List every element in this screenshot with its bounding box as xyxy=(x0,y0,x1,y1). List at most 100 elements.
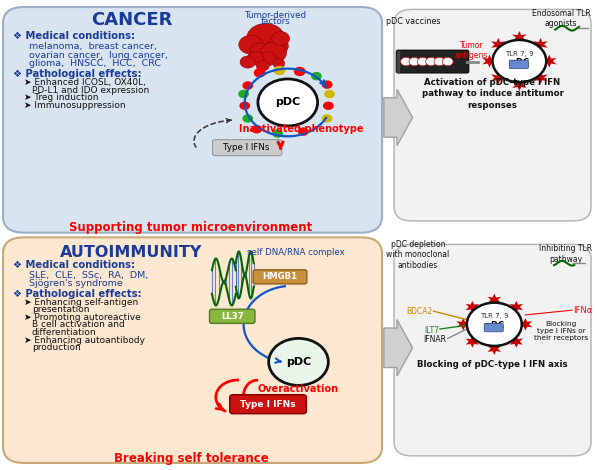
Text: melanoma,  breast cancer,: melanoma, breast cancer, xyxy=(29,42,156,52)
Text: glioma,  HNSCC,  HCC,  CRC: glioma, HNSCC, HCC, CRC xyxy=(29,59,161,69)
Circle shape xyxy=(493,40,546,82)
Circle shape xyxy=(259,52,276,66)
FancyBboxPatch shape xyxy=(509,60,528,69)
Text: pDC vaccines: pDC vaccines xyxy=(386,16,441,26)
Text: ➤ Enhancing self-antigen: ➤ Enhancing self-antigen xyxy=(24,298,138,307)
Circle shape xyxy=(250,43,269,58)
Text: ➤ Enhancing autoantibody: ➤ Enhancing autoantibody xyxy=(24,336,145,345)
Text: ➤ Promoting autoreactive: ➤ Promoting autoreactive xyxy=(24,313,141,322)
FancyBboxPatch shape xyxy=(394,244,591,456)
Text: Endosomal TLR
agonists: Endosomal TLR agonists xyxy=(532,9,590,29)
Circle shape xyxy=(242,81,253,90)
Circle shape xyxy=(269,338,328,385)
Polygon shape xyxy=(491,71,506,84)
Circle shape xyxy=(240,56,256,68)
Text: ❖ Pathological effects:: ❖ Pathological effects: xyxy=(13,69,141,79)
Circle shape xyxy=(467,303,522,346)
FancyBboxPatch shape xyxy=(253,270,307,284)
Text: Supporting tumor microenvironment: Supporting tumor microenvironment xyxy=(69,221,313,234)
Polygon shape xyxy=(519,318,532,330)
Polygon shape xyxy=(466,301,479,313)
Text: ILT7: ILT7 xyxy=(424,326,439,335)
Text: Sjögren's syndrome: Sjögren's syndrome xyxy=(29,279,122,289)
Circle shape xyxy=(256,61,269,71)
Text: Blocking of pDC-type I IFN axis: Blocking of pDC-type I IFN axis xyxy=(417,360,568,369)
Text: Breaking self tolerance: Breaking self tolerance xyxy=(113,452,269,465)
Circle shape xyxy=(267,38,288,55)
Text: Activation of pDC-type I IFN
pathway to induce antitumor
responses: Activation of pDC-type I IFN pathway to … xyxy=(421,78,564,110)
Text: Inhibiting TLR
pathway: Inhibiting TLR pathway xyxy=(540,244,592,264)
FancyBboxPatch shape xyxy=(213,140,282,156)
Polygon shape xyxy=(384,320,413,376)
Text: CANCER: CANCER xyxy=(91,11,172,29)
Circle shape xyxy=(409,57,420,66)
Polygon shape xyxy=(488,294,501,306)
Text: LL37: LL37 xyxy=(221,312,244,321)
Circle shape xyxy=(322,114,333,123)
Circle shape xyxy=(239,35,263,54)
Text: production: production xyxy=(32,343,81,352)
Text: IFNAR: IFNAR xyxy=(423,335,447,344)
Polygon shape xyxy=(542,55,556,68)
Circle shape xyxy=(273,66,285,75)
Polygon shape xyxy=(533,71,547,84)
Text: ovarian cancer,  lung cancer,: ovarian cancer, lung cancer, xyxy=(29,51,168,60)
Text: pDC: pDC xyxy=(485,321,504,330)
Circle shape xyxy=(311,72,322,80)
Polygon shape xyxy=(510,336,523,348)
Text: Overactivation: Overactivation xyxy=(258,384,339,394)
FancyBboxPatch shape xyxy=(3,237,382,463)
FancyBboxPatch shape xyxy=(484,323,503,332)
Polygon shape xyxy=(512,78,527,91)
Text: TLR 7, 9: TLR 7, 9 xyxy=(480,313,509,319)
Text: pDC depletion
with monoclonal
antibodies: pDC depletion with monoclonal antibodies xyxy=(386,240,450,270)
Polygon shape xyxy=(457,318,470,330)
Text: Blocking
type I IFNs or
their receptors: Blocking type I IFNs or their receptors xyxy=(534,321,588,341)
FancyBboxPatch shape xyxy=(394,9,591,221)
Text: Tumor-derived: Tumor-derived xyxy=(245,10,307,20)
Circle shape xyxy=(247,52,264,65)
Circle shape xyxy=(239,102,250,110)
Text: PD-L1 and IDO expression: PD-L1 and IDO expression xyxy=(32,86,149,95)
Text: ➤ Treg induction: ➤ Treg induction xyxy=(24,93,99,102)
Polygon shape xyxy=(491,38,506,51)
Text: SLE,  CLE,  SSc,  RA,  DM,: SLE, CLE, SSc, RA, DM, xyxy=(29,271,148,280)
Circle shape xyxy=(324,90,335,98)
Circle shape xyxy=(272,129,283,138)
Polygon shape xyxy=(533,38,547,51)
Text: ➤ Immunosuppression: ➤ Immunosuppression xyxy=(24,101,125,110)
Circle shape xyxy=(258,79,318,126)
Polygon shape xyxy=(512,31,527,44)
Text: presentation: presentation xyxy=(32,305,89,314)
Circle shape xyxy=(238,90,249,98)
FancyBboxPatch shape xyxy=(3,7,382,233)
FancyBboxPatch shape xyxy=(210,309,255,323)
Text: BDCA2: BDCA2 xyxy=(406,306,432,316)
Circle shape xyxy=(294,67,306,76)
Circle shape xyxy=(401,57,411,66)
Circle shape xyxy=(323,102,334,110)
Circle shape xyxy=(417,57,428,66)
Text: Type I IFNs: Type I IFNs xyxy=(240,400,296,409)
Circle shape xyxy=(273,59,285,68)
Text: Inactivated phenotype: Inactivated phenotype xyxy=(239,124,364,134)
Circle shape xyxy=(251,125,262,133)
Text: pDC: pDC xyxy=(275,97,300,108)
FancyBboxPatch shape xyxy=(230,395,306,414)
Circle shape xyxy=(322,80,333,89)
Circle shape xyxy=(442,57,453,66)
Circle shape xyxy=(254,68,266,78)
Text: pDC: pDC xyxy=(286,357,311,367)
Circle shape xyxy=(272,31,290,46)
FancyBboxPatch shape xyxy=(396,50,469,73)
Circle shape xyxy=(426,57,436,66)
Text: AUTOIMMUNITY: AUTOIMMUNITY xyxy=(60,245,202,260)
Circle shape xyxy=(242,114,253,123)
Text: Tumor
antigens: Tumor antigens xyxy=(455,41,488,61)
Text: factors: factors xyxy=(261,16,291,26)
Polygon shape xyxy=(482,55,497,68)
Text: B cell activation and: B cell activation and xyxy=(32,320,124,329)
Polygon shape xyxy=(384,89,413,146)
Text: ➤ Enhanced ICOSL, OX40L,: ➤ Enhanced ICOSL, OX40L, xyxy=(24,78,146,87)
Polygon shape xyxy=(488,343,501,355)
